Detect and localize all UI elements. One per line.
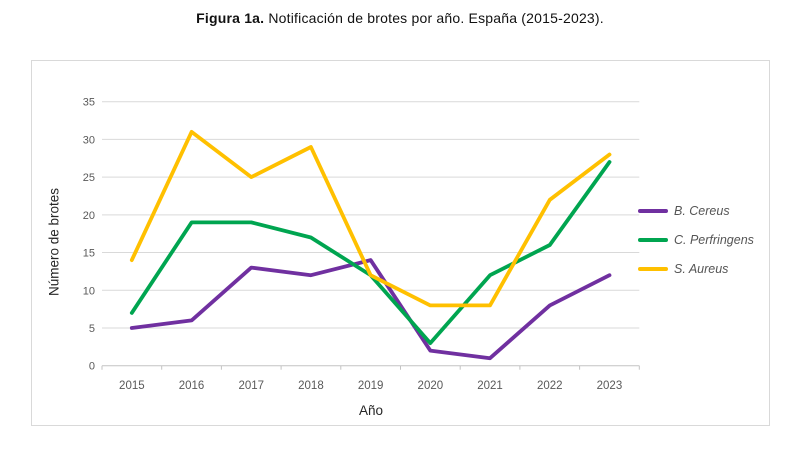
figure-title: Figura 1a. Notificación de brotes por añ… bbox=[0, 10, 800, 26]
y-tick-label: 0 bbox=[89, 361, 95, 373]
x-tick-label: 2019 bbox=[358, 380, 384, 392]
x-tick-label: 2018 bbox=[298, 380, 324, 392]
series-line-s-aureus bbox=[129, 129, 612, 308]
chart-legend: B. Cereus C. Perfringens S. Aureus bbox=[638, 200, 754, 280]
y-tick-label: 20 bbox=[83, 210, 95, 222]
x-tick-label: 2021 bbox=[477, 380, 503, 392]
legend-label: B. Cereus bbox=[674, 204, 730, 218]
chart-container bbox=[31, 60, 770, 426]
legend-item-s-aureus: S. Aureus bbox=[638, 258, 754, 280]
legend-label: C. Perfringens bbox=[674, 233, 754, 247]
y-tick-label: 30 bbox=[83, 134, 95, 146]
x-axis-title: Año bbox=[358, 403, 384, 418]
legend-item-b-cereus: B. Cereus bbox=[638, 200, 754, 222]
series-line-b-cereus bbox=[129, 258, 612, 361]
figure-title-text: Notificación de brotes por año. España (… bbox=[264, 10, 604, 26]
x-tick-label: 2016 bbox=[179, 380, 205, 392]
legend-item-c-perfringens: C. Perfringens bbox=[638, 229, 754, 251]
x-tick-label: 2023 bbox=[597, 380, 623, 392]
legend-label: S. Aureus bbox=[674, 262, 729, 276]
y-tick-label: 5 bbox=[89, 323, 95, 335]
x-tick-label: 2017 bbox=[238, 380, 264, 392]
legend-line-swatch bbox=[638, 209, 668, 213]
legend-line-swatch bbox=[638, 238, 668, 242]
y-tick-label: 10 bbox=[83, 285, 95, 297]
y-tick-label: 15 bbox=[83, 248, 95, 260]
x-tick-label: 2020 bbox=[418, 380, 444, 392]
figure-title-number: Figura 1a. bbox=[196, 10, 265, 26]
x-tick-label: 2022 bbox=[537, 380, 563, 392]
y-tick-label: 25 bbox=[83, 172, 95, 184]
y-tick-label: 35 bbox=[83, 97, 95, 109]
x-tick-label: 2015 bbox=[119, 380, 145, 392]
y-axis-title: Número de brotes bbox=[46, 187, 62, 297]
legend-line-swatch bbox=[638, 267, 668, 271]
